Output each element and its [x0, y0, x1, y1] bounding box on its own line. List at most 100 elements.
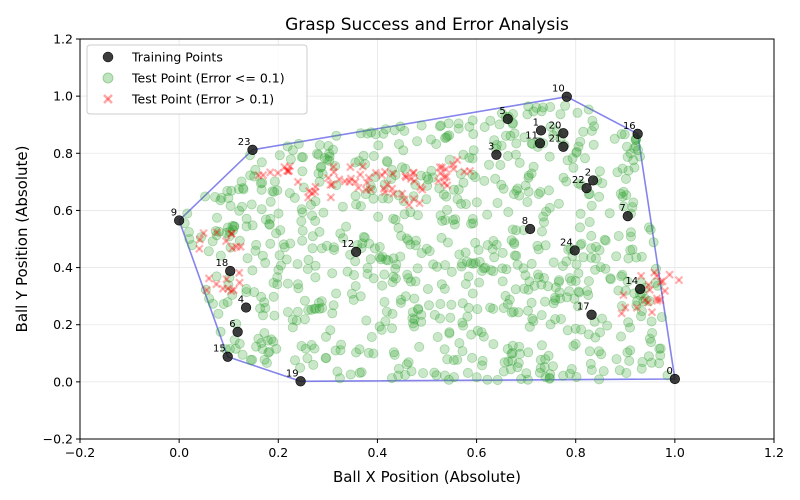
test-point-ok: [553, 198, 564, 209]
test-point-ok: [260, 257, 271, 268]
test-point-ok: [618, 186, 629, 197]
test-point-ok: [345, 369, 356, 380]
test-point-error: [409, 194, 419, 204]
test-point-ok: [303, 304, 314, 315]
test-point-ok: [403, 273, 414, 284]
test-point-ok: [268, 336, 279, 347]
training-point-11: [534, 138, 546, 149]
test-point-error: [366, 185, 376, 194]
test-point-ok: [264, 219, 275, 230]
test-point-ok: [396, 230, 407, 241]
legend-label-test-error: Test Point (Error > 0.1): [131, 92, 274, 107]
test-point-ok: [557, 260, 568, 271]
test-point-ok: [533, 188, 544, 199]
test-point-ok: [282, 278, 293, 289]
test-point-ok: [390, 169, 401, 180]
test-point-ok: [265, 213, 276, 224]
test-point-ok: [605, 274, 616, 285]
test-point-ok: [562, 325, 573, 336]
test-point-ok: [399, 209, 410, 220]
test-point-ok: [432, 331, 443, 342]
test-point-ok: [502, 150, 513, 161]
test-point-ok: [335, 228, 346, 239]
test-point-ok: [272, 272, 283, 283]
test-point-ok: [368, 150, 379, 161]
test-point-ok: [310, 303, 321, 314]
test-point-ok: [520, 180, 531, 191]
test-point-ok: [488, 266, 499, 277]
test-point-ok: [650, 277, 661, 288]
test-point-ok: [540, 240, 551, 251]
test-point-ok: [241, 283, 252, 294]
test-point-ok: [600, 235, 611, 246]
y-tick-label: 1.0: [53, 89, 73, 104]
test-point-ok: [257, 250, 268, 261]
test-point-ok: [222, 222, 233, 233]
test-point-ok: [566, 363, 577, 374]
test-point-ok: [440, 260, 451, 271]
test-point-ok: [570, 275, 581, 286]
test-point-ok: [513, 307, 524, 318]
test-point-ok: [492, 374, 503, 385]
test-point-error: [388, 169, 398, 178]
test-point-ok: [412, 263, 423, 274]
test-point-ok: [389, 125, 400, 136]
training-point-12: [351, 246, 362, 257]
test-point-ok: [319, 153, 330, 164]
test-point-error: [620, 303, 630, 312]
test-point-ok: [439, 344, 450, 355]
test-point-ok: [514, 190, 525, 201]
test-point-ok: [617, 191, 628, 202]
test-point-ok: [447, 214, 458, 225]
test-point-ok: [470, 257, 481, 268]
test-point-ok: [528, 161, 539, 172]
test-point-error: [656, 295, 665, 305]
test-point-ok: [554, 287, 565, 298]
test-point-ok: [375, 254, 386, 265]
training-point-label-12: 12: [341, 239, 354, 250]
test-point-ok: [387, 308, 398, 319]
test-point-ok: [467, 153, 478, 164]
test-point-error: [346, 162, 355, 172]
test-point-ok: [314, 303, 325, 314]
test-point-ok: [460, 278, 471, 289]
test-point-ok: [597, 313, 608, 324]
test-point-error: [310, 187, 320, 197]
test-point-ok: [415, 170, 426, 181]
test-point-error: [234, 268, 244, 278]
test-point-error: [235, 278, 244, 287]
test-point-ok: [590, 332, 601, 343]
test-point-ok: [504, 294, 515, 305]
test-point-error: [371, 168, 381, 178]
test-point-error: [442, 172, 451, 181]
test-point-ok: [635, 151, 646, 162]
training-point-6: [232, 326, 243, 337]
test-point-ok: [274, 150, 285, 161]
test-point-ok: [656, 312, 667, 323]
test-point-ok: [390, 263, 401, 274]
test-point-ok: [550, 292, 561, 303]
training-point-0: [669, 373, 680, 385]
test-point-error: [415, 198, 424, 208]
test-point-ok: [621, 190, 632, 201]
x-tick-label: 0.4: [367, 445, 387, 460]
test-point-ok: [524, 321, 535, 332]
test-point-error: [442, 181, 452, 190]
test-point-ok: [229, 221, 240, 232]
test-point-ok: [560, 100, 571, 111]
test-point-ok: [628, 197, 639, 208]
test-point-error: [356, 170, 365, 179]
test-point-ok: [438, 189, 449, 200]
test-point-ok: [625, 322, 636, 333]
test-point-error: [440, 178, 449, 188]
test-point-ok: [596, 349, 607, 360]
test-point-ok: [241, 213, 252, 224]
test-point-ok: [395, 297, 406, 308]
test-point-ok: [238, 184, 249, 195]
test-point-ok: [213, 226, 224, 237]
test-point-error: [340, 177, 350, 186]
test-point-error: [229, 285, 238, 295]
test-point-ok: [453, 184, 464, 195]
test-point-ok: [567, 153, 578, 164]
